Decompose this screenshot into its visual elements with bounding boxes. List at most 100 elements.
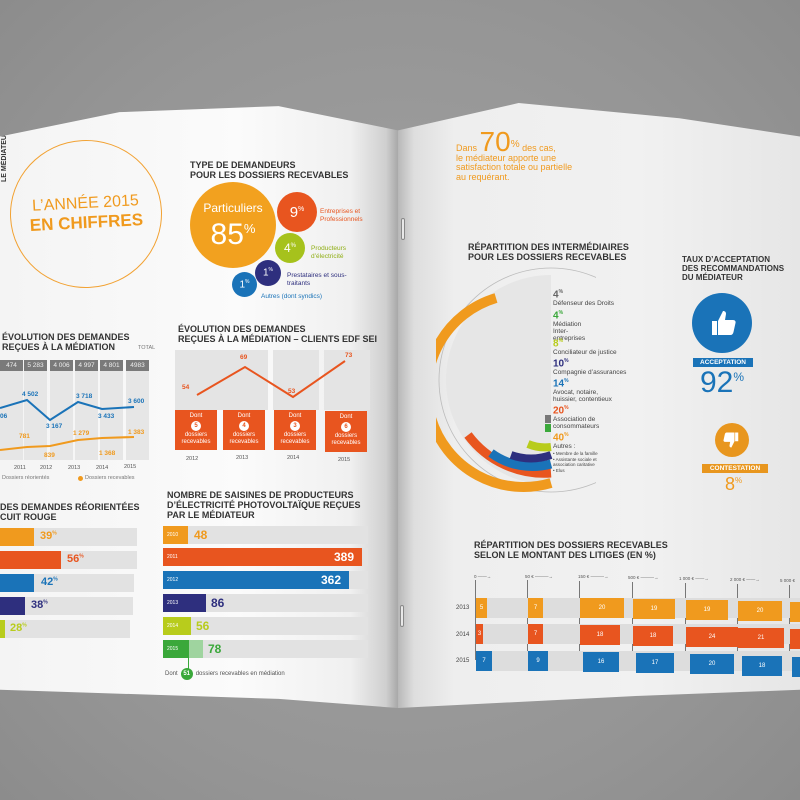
- threshold: 150 € ———→: [578, 574, 609, 579]
- pct: 40: [553, 432, 565, 444]
- bar-year: 2013: [167, 600, 179, 606]
- title-line: SELON LE MONTANT DES LITIGES (EN %): [474, 550, 656, 560]
- value: 1: [239, 279, 246, 291]
- column-line: [527, 580, 528, 660]
- title-line: ÉVOLUTION DES DEMANDES: [178, 324, 306, 334]
- bar-fill: [0, 574, 34, 592]
- acceptation-ribbon: ACCEPTATION: [693, 358, 753, 367]
- bullet: • Elus: [553, 467, 565, 473]
- threshold-label: 0: [474, 574, 477, 579]
- bubble-producteurs-label: Producteurs d’électricité: [311, 245, 347, 260]
- pct: 14: [553, 378, 565, 390]
- bar-value: 56: [196, 619, 210, 633]
- bar-value: 39%: [40, 530, 57, 542]
- total-value: 4 006: [50, 360, 73, 371]
- edf-dont-box: Dont 5 dossiers recevables: [175, 410, 217, 450]
- cell: 20: [690, 654, 734, 674]
- bar-value: 362: [321, 573, 342, 587]
- evolution-lines: [0, 398, 135, 451]
- footnote-post: dossiers recevables en médiation: [195, 671, 285, 677]
- bar-fill: 2012: [163, 571, 349, 589]
- staple: [401, 218, 405, 240]
- title-line: RÉPARTITION DES DOSSIERS RECEVABLES: [474, 540, 668, 550]
- dont-value: 4: [239, 421, 249, 431]
- value: 56: [67, 553, 80, 565]
- chart-column: [75, 360, 98, 460]
- recevables-value: 839: [44, 452, 55, 459]
- montant-title: RÉPARTITION DES DOSSIERS RECEVABLES SELO…: [474, 540, 668, 560]
- autres-bullets: • Membre de la famille • Assistante soci…: [553, 451, 613, 473]
- value: 1: [262, 267, 269, 279]
- legend-recevables: Dossiers recevables: [85, 475, 135, 481]
- bullet-text: Assistante sociale et association carita…: [553, 456, 597, 468]
- dossiers-label: dossiers recevables: [229, 432, 259, 445]
- left-page: LE MÉDIATEUR L’ANNÉE 2015 EN CHIFFRES TY…: [0, 106, 398, 708]
- row-year: 2013: [456, 605, 470, 611]
- bar-value: 48: [194, 528, 208, 542]
- cell: 18: [742, 656, 782, 676]
- title-line: RÉPARTITION DES INTERMÉDIAIRES: [468, 242, 629, 252]
- year-tick: 2014: [96, 465, 109, 471]
- big-value: 70: [479, 126, 511, 157]
- threshold-label: 150 €: [578, 574, 590, 579]
- legend-item: 10% Compagnie d’assurances: [553, 358, 627, 377]
- cell: 20: [580, 598, 624, 618]
- recevables-value: 1 383: [128, 429, 145, 436]
- bar-year: 2015: [167, 646, 179, 652]
- label: Conciliateur de justice: [553, 349, 617, 357]
- bar-year: 2014: [167, 623, 179, 629]
- unit: %: [52, 530, 57, 537]
- bubble-entreprises: 9%: [277, 192, 317, 232]
- bar-year: 2011: [167, 554, 178, 560]
- bar-fill-recevables: 2015: [163, 640, 189, 658]
- threshold: 2 000 € ——→: [730, 577, 760, 582]
- year-tick: 2014: [287, 455, 300, 461]
- edf-dont-box: Dont 6 dossiers recevables: [325, 411, 367, 452]
- legend-reoriented: Dossiers réorientés: [2, 475, 50, 481]
- reoriented-value: 3 433: [98, 413, 115, 420]
- edf-dont-box: Dont 4 dossiers recevables: [223, 410, 265, 450]
- footnote-connector: [188, 658, 189, 670]
- threshold-label: 1 000 €: [679, 576, 695, 581]
- dossiers-label: dossiers recevables: [280, 432, 310, 445]
- edf-value: 73: [345, 352, 353, 359]
- chart-column: [126, 360, 149, 460]
- line: au requérant.: [456, 171, 510, 182]
- footnote-pre: Dont: [165, 671, 178, 677]
- legend-item: 4% Médiation Inter-entreprises: [553, 310, 586, 343]
- total-value: 4 801: [100, 360, 123, 371]
- unit: %: [510, 139, 520, 150]
- title-line: REÇUES À LA MÉDIATION: [2, 342, 116, 352]
- bar-track: [163, 526, 368, 544]
- bubble-entreprises-label: Entreprises et Professionnels: [320, 208, 363, 223]
- threshold: 50 € ———→: [525, 574, 554, 579]
- evolution-chart: 474 5 283 4 006 4 997 4 801 4983 06 4 50…: [0, 345, 155, 485]
- post: des cas,: [522, 143, 556, 153]
- value: 4: [283, 241, 291, 255]
- bubble-prestataires-label: Prestataires et sous-traitants: [287, 272, 347, 287]
- dont-label: Dont: [189, 413, 203, 419]
- reoriented-value: 4 502: [22, 391, 39, 398]
- line: satisfaction totale ou partielle: [456, 162, 573, 172]
- bar-year: 2012: [167, 577, 179, 583]
- brochure-spread: LE MÉDIATEUR L’ANNÉE 2015 EN CHIFFRES TY…: [0, 100, 800, 708]
- row-year: 2014: [456, 632, 470, 638]
- cell: 19: [686, 600, 728, 620]
- value: 9: [289, 203, 299, 221]
- recevables-value: 1 368: [99, 450, 116, 457]
- chart-column: [222, 350, 268, 410]
- acceptation-title: TAUX D’ACCEPTATION DES RECOMMANDATIONS D…: [682, 255, 784, 282]
- year-tick: 2013: [236, 455, 249, 461]
- year-tick: 2015: [338, 457, 351, 463]
- legend-item: 8% Conciliateur de justice: [553, 338, 617, 357]
- bubble-autres-label: Autres (dont syndics): [261, 293, 323, 300]
- unit: %: [43, 599, 48, 606]
- cell: 7: [528, 624, 543, 644]
- cell: [792, 657, 800, 677]
- bubble-label: Particuliers: [203, 201, 263, 215]
- thumbs-up-icon: [712, 311, 736, 335]
- edf-sei-title: ÉVOLUTION DES DEMANDES REÇUES À LA MÉDIA…: [178, 324, 377, 344]
- bar-value: 42%: [41, 576, 58, 588]
- pct: 10: [553, 358, 565, 370]
- value: 38: [31, 599, 44, 611]
